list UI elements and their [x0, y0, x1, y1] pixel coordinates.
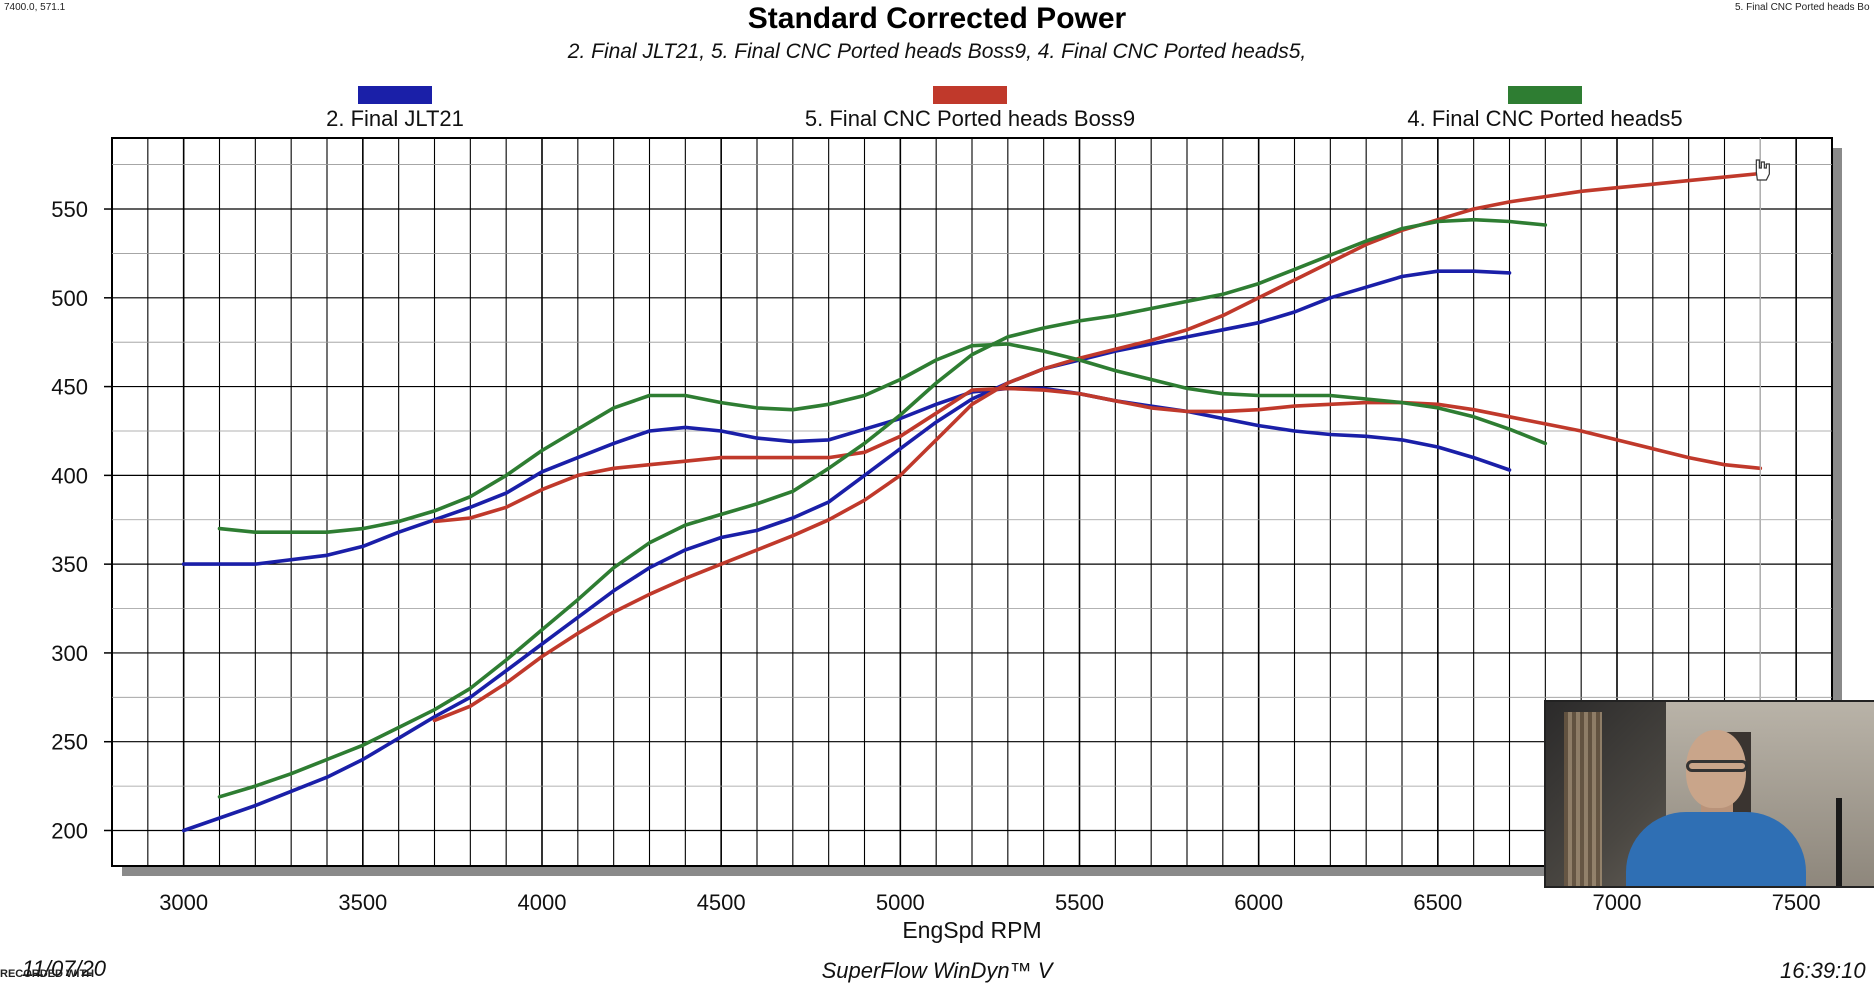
cursor-readout: 7400.0, 571.1	[4, 2, 66, 13]
x-tick-label: 5500	[1055, 890, 1104, 915]
y-tick-label: 200	[51, 818, 88, 843]
series-line-3-power	[217, 217, 1548, 799]
legend-swatch-green	[1508, 86, 1582, 104]
hand-cursor-icon	[1755, 159, 1770, 181]
y-tick-label: 250	[51, 730, 88, 755]
chart-subtitle: 2. Final JLT21, 5. Final CNC Ported head…	[567, 40, 1307, 63]
y-tick-label: 450	[51, 375, 88, 400]
recorder-watermark: RECORDED WITH	[0, 968, 95, 980]
legend-item-heads5[interactable]: 4. Final CNC Ported heads5	[1370, 86, 1720, 132]
series-line-2-torque	[432, 386, 1763, 524]
x-tick-label: 7000	[1593, 890, 1642, 915]
x-tick-label: 6000	[1234, 890, 1283, 915]
legend-label: 4. Final CNC Ported heads5	[1407, 106, 1683, 131]
chart-title: Standard Corrected Power	[747, 2, 1127, 35]
x-axis-label: EngSpd RPM	[902, 917, 1041, 943]
legend-swatch-red	[933, 86, 1007, 104]
legend-label: 5. Final CNC Ported heads Boss9	[804, 106, 1136, 131]
legend-item-boss9[interactable]: 5. Final CNC Ported heads Boss9	[770, 86, 1170, 132]
footer-time: 16:39:10	[1780, 958, 1866, 983]
x-tick-label: 7500	[1772, 890, 1821, 915]
series-line-1-power	[181, 269, 1512, 833]
footer-date: 11/07/20	[22, 956, 107, 981]
x-tick-label: 6500	[1413, 890, 1462, 915]
legend-swatch-blue	[358, 86, 432, 104]
legend-item-jlt21[interactable]: 2. Final JLT21	[295, 86, 495, 132]
y-tick-label: 550	[51, 197, 88, 222]
series-line-2-power	[432, 171, 1763, 723]
series-line-1-torque	[181, 386, 1512, 566]
y-tick-label: 400	[51, 463, 88, 488]
x-tick-label: 3500	[338, 890, 387, 915]
cursor-series-label: 5. Final CNC Ported heads Bo	[1735, 2, 1870, 13]
y-tick-label: 500	[51, 286, 88, 311]
x-tick-label: 5000	[876, 890, 925, 915]
x-tick-label: 4000	[518, 890, 567, 915]
series-line-3-torque	[217, 342, 1548, 534]
webcam-overlay	[1544, 700, 1874, 888]
x-tick-label: 3000	[159, 890, 208, 915]
y-tick-label: 350	[51, 552, 88, 577]
y-tick-label: 300	[51, 641, 88, 666]
footer-software: SuperFlow WinDyn™ V	[821, 958, 1053, 983]
legend-label: 2. Final JLT21	[326, 106, 464, 131]
x-tick-label: 4500	[697, 890, 746, 915]
